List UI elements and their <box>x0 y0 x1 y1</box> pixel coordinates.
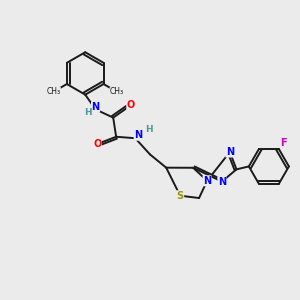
Text: H: H <box>84 108 92 117</box>
Text: N: N <box>134 130 142 140</box>
Text: S: S <box>177 191 184 201</box>
Text: O: O <box>127 100 135 110</box>
Text: O: O <box>93 139 101 149</box>
Text: N: N <box>218 177 226 187</box>
Text: F: F <box>280 138 287 148</box>
Text: CH₃: CH₃ <box>110 87 124 96</box>
Text: N: N <box>92 102 100 112</box>
Text: H: H <box>145 125 152 134</box>
Text: CH₃: CH₃ <box>46 87 61 96</box>
Text: N: N <box>203 176 211 186</box>
Text: N: N <box>226 147 234 157</box>
